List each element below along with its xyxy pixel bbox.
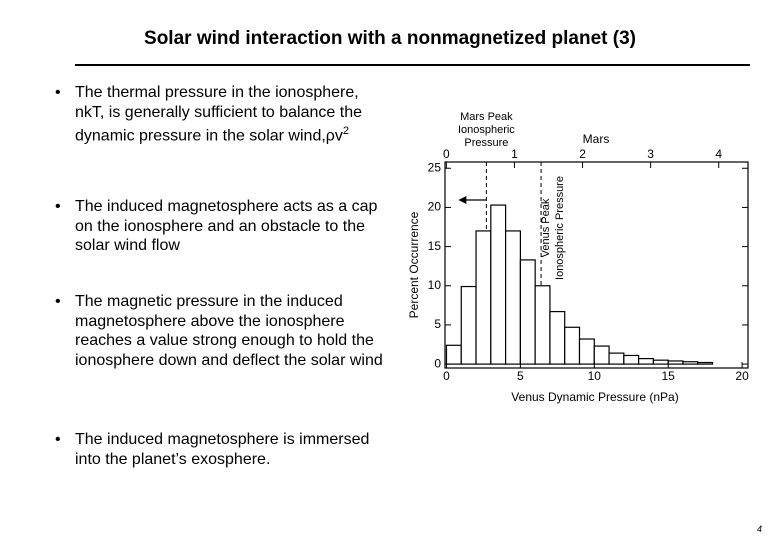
y-tick-label: 15 — [428, 239, 442, 253]
arrow-head — [458, 196, 467, 204]
bar — [682, 361, 699, 365]
y-tick-label: 20 — [428, 200, 442, 214]
x2-tick-label: 3 — [647, 147, 654, 161]
title-rule — [75, 64, 750, 66]
y-axis-label: Percent Occurrence — [407, 211, 421, 318]
page-number: 4 — [756, 524, 762, 534]
x-axis-label: Venus Dynamic Pressure (nPa) — [511, 390, 678, 404]
bar — [578, 338, 595, 365]
x-tick-label: 20 — [735, 369, 749, 383]
slide-title: Solar wind interaction with a nonmagneti… — [144, 28, 636, 49]
bullet-text: The induced magnetosphere acts as a cap … — [75, 198, 378, 254]
bar — [608, 352, 625, 365]
y-tick-label: 25 — [428, 160, 442, 174]
annotation-text: Ionospheric — [458, 124, 515, 136]
superscript: 2 — [342, 125, 350, 137]
bullet-symbol: • — [55, 198, 61, 215]
bar — [697, 361, 714, 365]
bar — [623, 354, 640, 365]
y-tick-label: 5 — [434, 317, 441, 331]
bar — [564, 326, 581, 365]
bar — [475, 230, 492, 365]
bar — [593, 345, 610, 365]
x2-tick-label: 0 — [443, 147, 450, 161]
bullet-text: The induced magnetosphere is immersed in… — [75, 431, 370, 468]
annotation-text: Venus Peak — [540, 198, 552, 257]
bullet-text: The thermal pressure in the ionosphere, … — [75, 84, 362, 145]
x-tick-label: 10 — [588, 369, 602, 383]
bar — [667, 360, 684, 365]
x2-tick-label: 4 — [715, 147, 722, 161]
bar — [505, 230, 521, 365]
bar — [652, 359, 669, 365]
annotation-text: Ionospheric Pressure — [554, 176, 566, 280]
x2-tick-label: 1 — [511, 147, 518, 161]
bullet-symbol: • — [55, 293, 61, 310]
x2-axis-label: Mars — [583, 132, 610, 146]
bar — [519, 259, 536, 365]
bullet-text: The magnetic pressure in the induced mag… — [75, 293, 383, 369]
bar — [638, 358, 655, 365]
y-tick-label: 0 — [434, 356, 441, 370]
x-tick-label: 5 — [517, 369, 524, 383]
annotation-text: Pressure — [464, 137, 508, 149]
bar — [445, 344, 462, 365]
x-tick-label: 0 — [443, 369, 450, 383]
annotation-text: Mars Peak — [460, 111, 513, 123]
y-tick-label: 10 — [428, 278, 442, 292]
x-tick-label: 15 — [662, 369, 676, 383]
x2-tick-label: 2 — [579, 147, 586, 161]
bar — [534, 285, 551, 365]
bullet-symbol: • — [55, 84, 61, 101]
bar — [549, 311, 566, 365]
plot-frame — [444, 161, 749, 369]
bar — [460, 285, 477, 365]
bullet-symbol: • — [55, 431, 61, 448]
bar — [490, 204, 507, 365]
